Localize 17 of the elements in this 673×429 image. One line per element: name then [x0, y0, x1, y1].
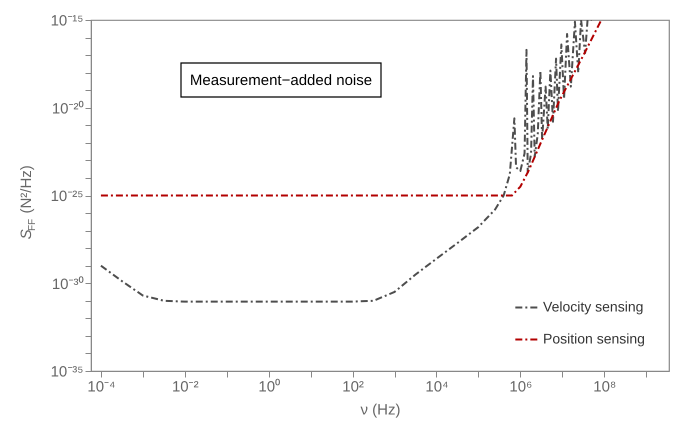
- x-tick-label: 10⁻²: [172, 378, 199, 396]
- x-tick-label: 10²: [342, 378, 364, 396]
- x-tick-label: 10⁴: [425, 378, 449, 396]
- annotation: Measurement−added noise: [190, 72, 372, 89]
- y-tick-label: 10⁻³⁰: [52, 276, 84, 293]
- x-tick-label: 10⁸: [593, 378, 616, 396]
- x-tick-label: 10⁻⁴: [87, 378, 116, 396]
- y-tick-label: 10⁻³⁵: [50, 364, 84, 380]
- x-axis-title: ν (Hz): [360, 402, 400, 418]
- x-tick-label: 10⁶: [509, 378, 532, 396]
- x-tick-label: 10⁰: [258, 378, 280, 396]
- y-tick-label: 10⁻¹⁵: [50, 12, 84, 30]
- y-axis-title: SFF (N²/Hz): [18, 165, 38, 240]
- legend-label: Position sensing: [543, 330, 645, 346]
- y-tick-label: 10⁻²⁵: [50, 188, 84, 205]
- legend-label: Velocity sensing: [543, 298, 644, 314]
- y-tick-label: 10⁻²⁰: [52, 100, 84, 118]
